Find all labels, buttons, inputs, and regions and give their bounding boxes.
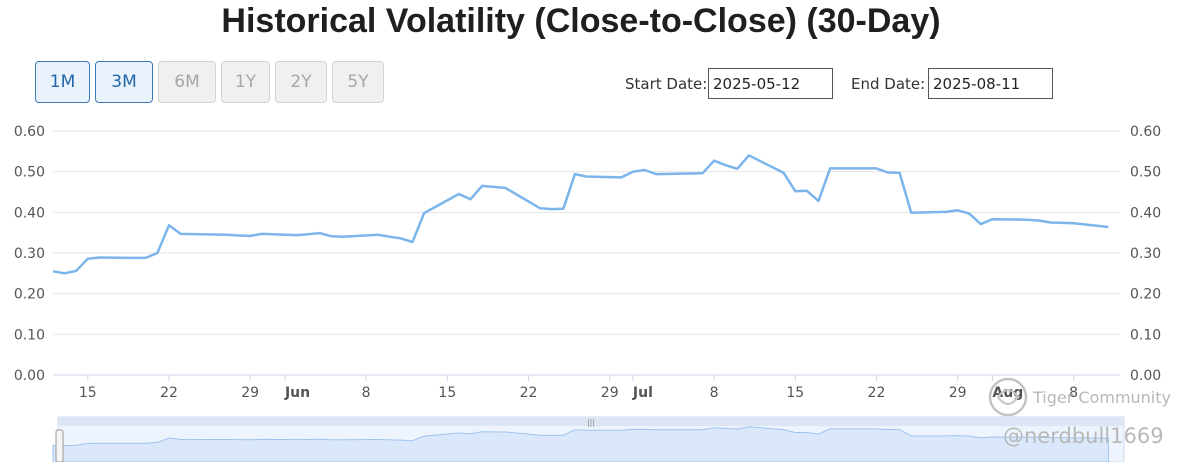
y-tick-label-left: 0.20 xyxy=(14,287,45,303)
x-tick-label: Jun xyxy=(284,385,310,401)
x-tick-label: 8 xyxy=(710,385,719,401)
chart-title: Historical Volatility (Close-to-Close) (… xyxy=(221,2,941,40)
x-tick-label: Aug xyxy=(992,385,1023,401)
x-tick-label: 22 xyxy=(868,385,886,401)
y-tick-label-right: 0.40 xyxy=(1130,205,1161,221)
range-button-1m[interactable]: 1M xyxy=(35,61,90,103)
y-axis-right: 0.00 0.10 0.20 0.30 0.40 0.50 0.60 xyxy=(1130,124,1161,384)
y-tick-label-left: 0.00 xyxy=(14,368,45,384)
y-tick-label-right: 0.00 xyxy=(1130,368,1161,384)
watermark-handle: @nerdbull1669 xyxy=(1003,424,1164,448)
navigator-scrollbar[interactable] xyxy=(58,417,1124,426)
x-tick-label: 29 xyxy=(241,385,259,401)
y-tick-label-right: 0.10 xyxy=(1130,327,1161,343)
x-tick-label: 22 xyxy=(160,385,178,401)
watermark-brand: Tiger Community xyxy=(1033,388,1171,407)
navigator-series-area xyxy=(52,426,1109,462)
navigator[interactable]: ||| xyxy=(52,416,1125,462)
x-tick-label: 15 xyxy=(786,385,804,401)
gridlines xyxy=(53,130,1120,376)
y-tick-label-left: 0.30 xyxy=(14,246,45,262)
y-axis-left: 0.00 0.10 0.20 0.30 0.40 0.50 0.60 xyxy=(14,124,45,384)
y-tick-label-right: 0.50 xyxy=(1130,165,1161,181)
range-button-3m[interactable]: 3M xyxy=(95,61,153,103)
volatility-series-line[interactable] xyxy=(52,154,1109,275)
x-tick-label: 22 xyxy=(520,385,538,401)
x-tick-label: 8 xyxy=(1069,385,1078,401)
y-tick-label-right: 0.30 xyxy=(1130,246,1161,262)
x-tick-label: 29 xyxy=(949,385,967,401)
scrollbar-grip-icon[interactable]: ||| xyxy=(587,418,595,427)
y-tick-label-left: 0.50 xyxy=(14,165,45,181)
y-tick-label-left: 0.10 xyxy=(14,327,45,343)
x-axis: 15 22 29 Jun 8 15 22 29 Jul 8 15 22 29 Aug 8 xyxy=(79,375,1078,401)
start-date-label: Start Date: xyxy=(625,75,708,93)
tiger-community-logo-icon xyxy=(988,377,1028,417)
y-tick-label-right: 0.20 xyxy=(1130,287,1161,303)
range-button-5y[interactable]: 5Y xyxy=(332,61,384,103)
end-date-input[interactable] xyxy=(928,68,1053,99)
end-date-label: End Date: xyxy=(851,75,926,93)
x-tick-label: 15 xyxy=(79,385,97,401)
navigator-left-handle[interactable] xyxy=(55,429,64,462)
y-tick-label-left: 0.40 xyxy=(14,205,45,221)
x-tick-label: 8 xyxy=(362,385,371,401)
x-tick-label: Jul xyxy=(632,385,653,401)
x-tick-label: 15 xyxy=(438,385,456,401)
range-button-6m[interactable]: 6M xyxy=(158,61,216,103)
range-button-1y[interactable]: 1Y xyxy=(221,61,270,103)
y-tick-label-right: 0.60 xyxy=(1130,124,1161,140)
range-button-2y[interactable]: 2Y xyxy=(275,61,327,103)
y-tick-label-left: 0.60 xyxy=(14,124,45,140)
start-date-input[interactable] xyxy=(708,68,833,99)
x-tick-label: 29 xyxy=(601,385,619,401)
